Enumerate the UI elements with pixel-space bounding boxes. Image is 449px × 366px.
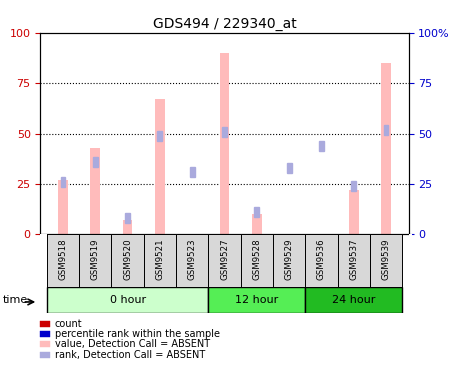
Bar (351, 181, 356, 191)
Bar (409, 234, 412, 287)
Bar (349, 190, 359, 234)
Bar (47, 234, 79, 287)
Bar (40, 234, 47, 287)
Text: percentile rank within the sample: percentile rank within the sample (55, 329, 220, 339)
Text: time: time (2, 295, 27, 305)
Text: GSM9520: GSM9520 (123, 239, 132, 280)
Text: 12 hour: 12 hour (235, 295, 278, 305)
Bar (47, 287, 208, 313)
Text: GSM9537: GSM9537 (349, 239, 358, 280)
Bar (241, 234, 273, 287)
Bar (381, 63, 391, 234)
Title: GDS494 / 229340_at: GDS494 / 229340_at (153, 16, 296, 30)
Text: GSM9529: GSM9529 (285, 239, 294, 280)
Text: GSM9519: GSM9519 (91, 239, 100, 280)
Bar (273, 234, 305, 287)
Bar (255, 207, 259, 217)
Bar (208, 287, 305, 313)
Text: 0 hour: 0 hour (110, 295, 145, 305)
Bar (123, 220, 132, 234)
Bar (158, 131, 163, 141)
Text: rank, Detection Call = ABSENT: rank, Detection Call = ABSENT (55, 350, 205, 360)
Text: GSM9523: GSM9523 (188, 239, 197, 280)
Bar (144, 234, 176, 287)
Text: GSM9528: GSM9528 (252, 239, 261, 280)
Bar (58, 180, 68, 234)
Text: GSM9521: GSM9521 (155, 239, 164, 280)
Bar (79, 234, 111, 287)
Bar (252, 214, 262, 234)
Text: GSM9539: GSM9539 (382, 239, 391, 280)
Bar (93, 157, 98, 167)
Bar (61, 177, 66, 187)
Bar (305, 234, 338, 287)
Bar (305, 287, 402, 313)
Bar (370, 234, 402, 287)
Text: GSM9536: GSM9536 (317, 239, 326, 280)
Bar (125, 213, 130, 223)
Bar (155, 100, 165, 234)
Text: value, Detection Call = ABSENT: value, Detection Call = ABSENT (55, 339, 210, 350)
Bar (383, 124, 388, 135)
Bar (222, 127, 227, 137)
Bar (286, 163, 291, 173)
Text: GSM9518: GSM9518 (58, 239, 67, 280)
Text: 24 hour: 24 hour (332, 295, 375, 305)
Bar (208, 234, 241, 287)
Bar (90, 147, 100, 234)
Bar (220, 53, 229, 234)
Text: count: count (55, 319, 83, 329)
Bar (319, 141, 324, 151)
Bar (190, 167, 194, 177)
Bar (338, 234, 370, 287)
Bar (111, 234, 144, 287)
Text: GSM9527: GSM9527 (220, 239, 229, 280)
Bar (176, 234, 208, 287)
